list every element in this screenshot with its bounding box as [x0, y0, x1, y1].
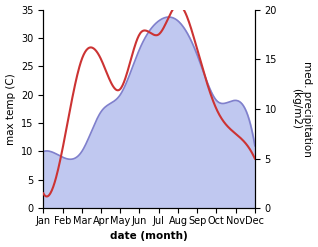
Y-axis label: max temp (C): max temp (C) — [5, 73, 16, 145]
Y-axis label: med. precipitation
(kg/m2): med. precipitation (kg/m2) — [291, 61, 313, 157]
X-axis label: date (month): date (month) — [110, 231, 188, 242]
